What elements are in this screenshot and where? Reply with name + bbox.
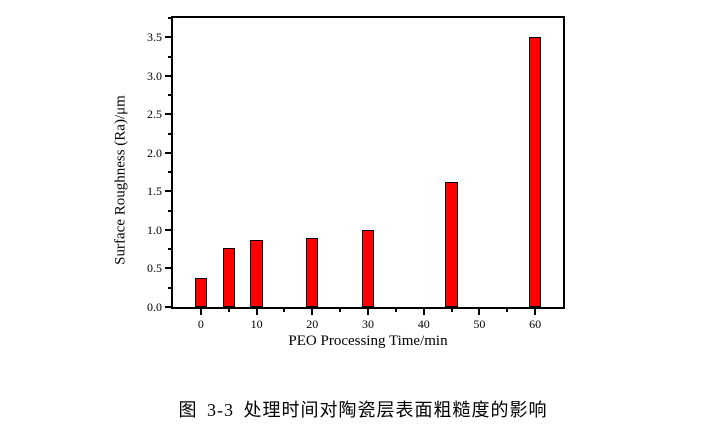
y-major-tick: [165, 228, 171, 231]
x-minor-tick: [394, 309, 397, 312]
y-tick-label: 1.0: [147, 222, 162, 237]
y-tick-label: 0.5: [147, 261, 162, 276]
x-minor-tick: [339, 309, 342, 312]
x-tick-label: 40: [417, 317, 430, 331]
y-tick-label: 3.0: [147, 68, 162, 83]
y-minor-tick: [168, 94, 171, 97]
x-major-tick: [422, 309, 425, 315]
bar: [250, 239, 263, 307]
y-tick-label: 0.0: [147, 300, 162, 314]
y-minor-tick: [168, 171, 171, 174]
y-minor-tick: [168, 286, 171, 289]
x-tick-label: 50: [473, 317, 486, 331]
bar: [194, 278, 207, 307]
y-tick-label: 2.5: [147, 107, 162, 122]
y-major-tick: [165, 74, 171, 77]
figure-caption: 图 3-3 处理时间对陶瓷层表面粗糙度的影响: [178, 400, 548, 420]
x-minor-tick: [450, 309, 453, 312]
bar: [445, 182, 458, 307]
y-major-tick: [165, 306, 171, 308]
y-major-tick: [165, 267, 171, 270]
x-major-tick: [311, 309, 314, 315]
y-major-tick: [165, 36, 171, 39]
x-minor-tick: [283, 309, 286, 312]
y-tick-label: 1.5: [147, 184, 162, 199]
x-tick-label: 20: [306, 317, 319, 331]
x-tick-label: 30: [362, 317, 374, 331]
x-tick-label: 0: [197, 317, 204, 331]
y-tick-label: 2.0: [147, 145, 162, 160]
x-tick-label: 60: [529, 317, 542, 331]
bar: [529, 37, 542, 307]
bar: [306, 237, 319, 307]
y-major-tick: [165, 151, 171, 154]
x-tick-label: 10: [250, 317, 263, 331]
x-major-tick: [255, 309, 258, 315]
y-axis-title: Surface Roughness (Ra)/μm: [112, 95, 129, 265]
x-minor-tick: [227, 309, 230, 312]
y-minor-tick: [168, 248, 171, 251]
y-minor-tick: [168, 17, 171, 19]
x-minor-tick: [506, 309, 509, 312]
y-minor-tick: [168, 55, 171, 58]
y-major-tick: [165, 190, 171, 193]
x-major-tick: [534, 309, 537, 315]
y-minor-tick: [168, 209, 171, 212]
bar: [222, 247, 235, 307]
bar: [361, 229, 375, 307]
x-major-tick: [199, 309, 202, 315]
x-major-tick: [478, 309, 481, 315]
x-axis-title: PEO Processing Time/min: [288, 333, 448, 349]
x-major-tick: [367, 309, 369, 315]
y-minor-tick: [168, 132, 171, 135]
y-major-tick: [165, 113, 171, 116]
y-tick-label: 3.5: [147, 30, 162, 45]
